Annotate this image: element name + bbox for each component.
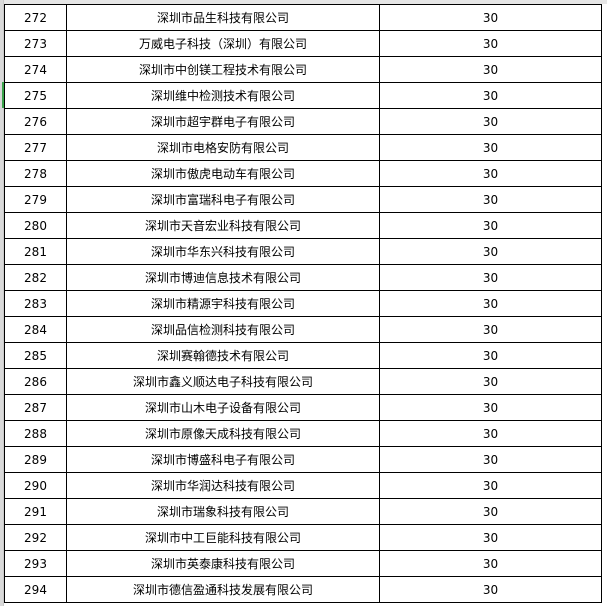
company-name-cell[interactable]: 深圳市华润达科技有限公司 bbox=[66, 472, 380, 499]
column-header-strip bbox=[0, 0, 607, 4]
row-number-cell[interactable]: 278 bbox=[4, 160, 67, 187]
row-header-strip bbox=[0, 0, 4, 606]
row-number-cell[interactable]: 279 bbox=[4, 186, 67, 213]
row-number-cell[interactable]: 293 bbox=[4, 550, 67, 577]
value-cell[interactable]: 30 bbox=[379, 160, 602, 187]
row-number-cell[interactable]: 280 bbox=[4, 212, 67, 239]
value-cell[interactable]: 30 bbox=[379, 576, 602, 603]
table-row: 287 深圳市山木电子设备有限公司 30 bbox=[4, 394, 602, 421]
table-row: 277 深圳市电格安防有限公司 30 bbox=[4, 134, 602, 161]
table-row: 279 深圳市富瑞科电子有限公司 30 bbox=[4, 186, 602, 213]
selected-row-marker bbox=[2, 82, 4, 108]
table-row: 291 深圳市瑞象科技有限公司 30 bbox=[4, 498, 602, 525]
value-cell[interactable]: 30 bbox=[379, 290, 602, 317]
value-cell[interactable]: 30 bbox=[379, 264, 602, 291]
table-row: 273 万威电子科技（深圳）有限公司 30 bbox=[4, 30, 602, 57]
company-name-cell[interactable]: 深圳市华东兴科技有限公司 bbox=[66, 238, 380, 265]
company-name-cell[interactable]: 深圳市山木电子设备有限公司 bbox=[66, 394, 380, 421]
value-cell[interactable]: 30 bbox=[379, 186, 602, 213]
company-name-cell[interactable]: 深圳市鑫义顺达电子科技有限公司 bbox=[66, 368, 380, 395]
value-cell[interactable]: 30 bbox=[379, 212, 602, 239]
row-number-cell[interactable]: 277 bbox=[4, 134, 67, 161]
row-number-cell[interactable]: 285 bbox=[4, 342, 67, 369]
row-number-cell[interactable]: 274 bbox=[4, 56, 67, 83]
row-number-cell[interactable]: 282 bbox=[4, 264, 67, 291]
company-name-cell[interactable]: 深圳市富瑞科电子有限公司 bbox=[66, 186, 380, 213]
row-number-cell[interactable]: 284 bbox=[4, 316, 67, 343]
company-name-cell[interactable]: 深圳市博迪信息技术有限公司 bbox=[66, 264, 380, 291]
value-cell[interactable]: 30 bbox=[379, 420, 602, 447]
company-name-cell[interactable]: 深圳市德信盈通科技发展有限公司 bbox=[66, 576, 380, 603]
value-cell[interactable]: 30 bbox=[379, 316, 602, 343]
row-number-cell[interactable]: 287 bbox=[4, 394, 67, 421]
table-row: 294 深圳市德信盈通科技发展有限公司 30 bbox=[4, 576, 602, 603]
value-cell[interactable]: 30 bbox=[379, 446, 602, 473]
row-number-cell[interactable]: 276 bbox=[4, 108, 67, 135]
company-name-cell[interactable]: 深圳赛翰德技术有限公司 bbox=[66, 342, 380, 369]
table-row: 275 深圳维中检测技术有限公司 30 bbox=[4, 82, 602, 109]
value-cell[interactable]: 30 bbox=[379, 82, 602, 109]
value-cell[interactable]: 30 bbox=[379, 4, 602, 31]
company-name-cell[interactable]: 深圳市品生科技有限公司 bbox=[66, 4, 380, 31]
row-number-cell[interactable]: 283 bbox=[4, 290, 67, 317]
row-number-cell[interactable]: 289 bbox=[4, 446, 67, 473]
table-row: 278 深圳市傲虎电动车有限公司 30 bbox=[4, 160, 602, 187]
value-cell[interactable]: 30 bbox=[379, 550, 602, 577]
company-name-cell[interactable]: 深圳市英泰康科技有限公司 bbox=[66, 550, 380, 577]
row-number-cell[interactable]: 292 bbox=[4, 524, 67, 551]
row-number-cell[interactable]: 291 bbox=[4, 498, 67, 525]
company-name-cell[interactable]: 深圳品信检测科技有限公司 bbox=[66, 316, 380, 343]
value-cell[interactable]: 30 bbox=[379, 498, 602, 525]
value-cell[interactable]: 30 bbox=[379, 56, 602, 83]
company-name-cell[interactable]: 深圳市原像天成科技有限公司 bbox=[66, 420, 380, 447]
table-row: 289 深圳市博盛科电子有限公司 30 bbox=[4, 446, 602, 473]
company-name-cell[interactable]: 深圳市瑞象科技有限公司 bbox=[66, 498, 380, 525]
company-name-cell[interactable]: 深圳市超宇群电子有限公司 bbox=[66, 108, 380, 135]
table-row: 285 深圳赛翰德技术有限公司 30 bbox=[4, 342, 602, 369]
row-number-cell[interactable]: 273 bbox=[4, 30, 67, 57]
table-row: 276 深圳市超宇群电子有限公司 30 bbox=[4, 108, 602, 135]
value-cell[interactable]: 30 bbox=[379, 342, 602, 369]
company-name-cell[interactable]: 深圳市博盛科电子有限公司 bbox=[66, 446, 380, 473]
value-cell[interactable]: 30 bbox=[379, 394, 602, 421]
company-name-cell[interactable]: 深圳维中检测技术有限公司 bbox=[66, 82, 380, 109]
company-name-cell[interactable]: 万威电子科技（深圳）有限公司 bbox=[66, 30, 380, 57]
row-number-cell[interactable]: 290 bbox=[4, 472, 67, 499]
row-number-cell[interactable]: 275 bbox=[4, 82, 67, 109]
company-name-cell[interactable]: 深圳市中创镁工程技术有限公司 bbox=[66, 56, 380, 83]
table-row: 284 深圳品信检测科技有限公司 30 bbox=[4, 316, 602, 343]
table-row: 283 深圳市精源宇科技有限公司 30 bbox=[4, 290, 602, 317]
value-cell[interactable]: 30 bbox=[379, 472, 602, 499]
value-cell[interactable]: 30 bbox=[379, 30, 602, 57]
row-number-cell[interactable]: 286 bbox=[4, 368, 67, 395]
table-row: 286 深圳市鑫义顺达电子科技有限公司 30 bbox=[4, 368, 602, 395]
table-row: 282 深圳市博迪信息技术有限公司 30 bbox=[4, 264, 602, 291]
table-row: 293 深圳市英泰康科技有限公司 30 bbox=[4, 550, 602, 577]
company-name-cell[interactable]: 深圳市中工巨能科技有限公司 bbox=[66, 524, 380, 551]
row-number-cell[interactable]: 272 bbox=[4, 4, 67, 31]
value-cell[interactable]: 30 bbox=[379, 108, 602, 135]
table-row: 274 深圳市中创镁工程技术有限公司 30 bbox=[4, 56, 602, 83]
table-row: 288 深圳市原像天成科技有限公司 30 bbox=[4, 420, 602, 447]
value-cell[interactable]: 30 bbox=[379, 524, 602, 551]
company-name-cell[interactable]: 深圳市天音宏业科技有限公司 bbox=[66, 212, 380, 239]
company-name-cell[interactable]: 深圳市傲虎电动车有限公司 bbox=[66, 160, 380, 187]
value-cell[interactable]: 30 bbox=[379, 134, 602, 161]
table-row: 292 深圳市中工巨能科技有限公司 30 bbox=[4, 524, 602, 551]
row-number-cell[interactable]: 281 bbox=[4, 238, 67, 265]
value-cell[interactable]: 30 bbox=[379, 238, 602, 265]
row-number-cell[interactable]: 288 bbox=[4, 420, 67, 447]
company-name-cell[interactable]: 深圳市电格安防有限公司 bbox=[66, 134, 380, 161]
company-name-cell[interactable]: 深圳市精源宇科技有限公司 bbox=[66, 290, 380, 317]
table-row: 272 深圳市品生科技有限公司 30 bbox=[4, 4, 602, 31]
row-number-cell[interactable]: 294 bbox=[4, 576, 67, 603]
table-row: 290 深圳市华润达科技有限公司 30 bbox=[4, 472, 602, 499]
table-row: 280 深圳市天音宏业科技有限公司 30 bbox=[4, 212, 602, 239]
spreadsheet-table: 272 深圳市品生科技有限公司 30 273 万威电子科技（深圳）有限公司 30 274 深圳… bbox=[4, 4, 602, 603]
value-cell[interactable]: 30 bbox=[379, 368, 602, 395]
table-row: 281 深圳市华东兴科技有限公司 30 bbox=[4, 238, 602, 265]
